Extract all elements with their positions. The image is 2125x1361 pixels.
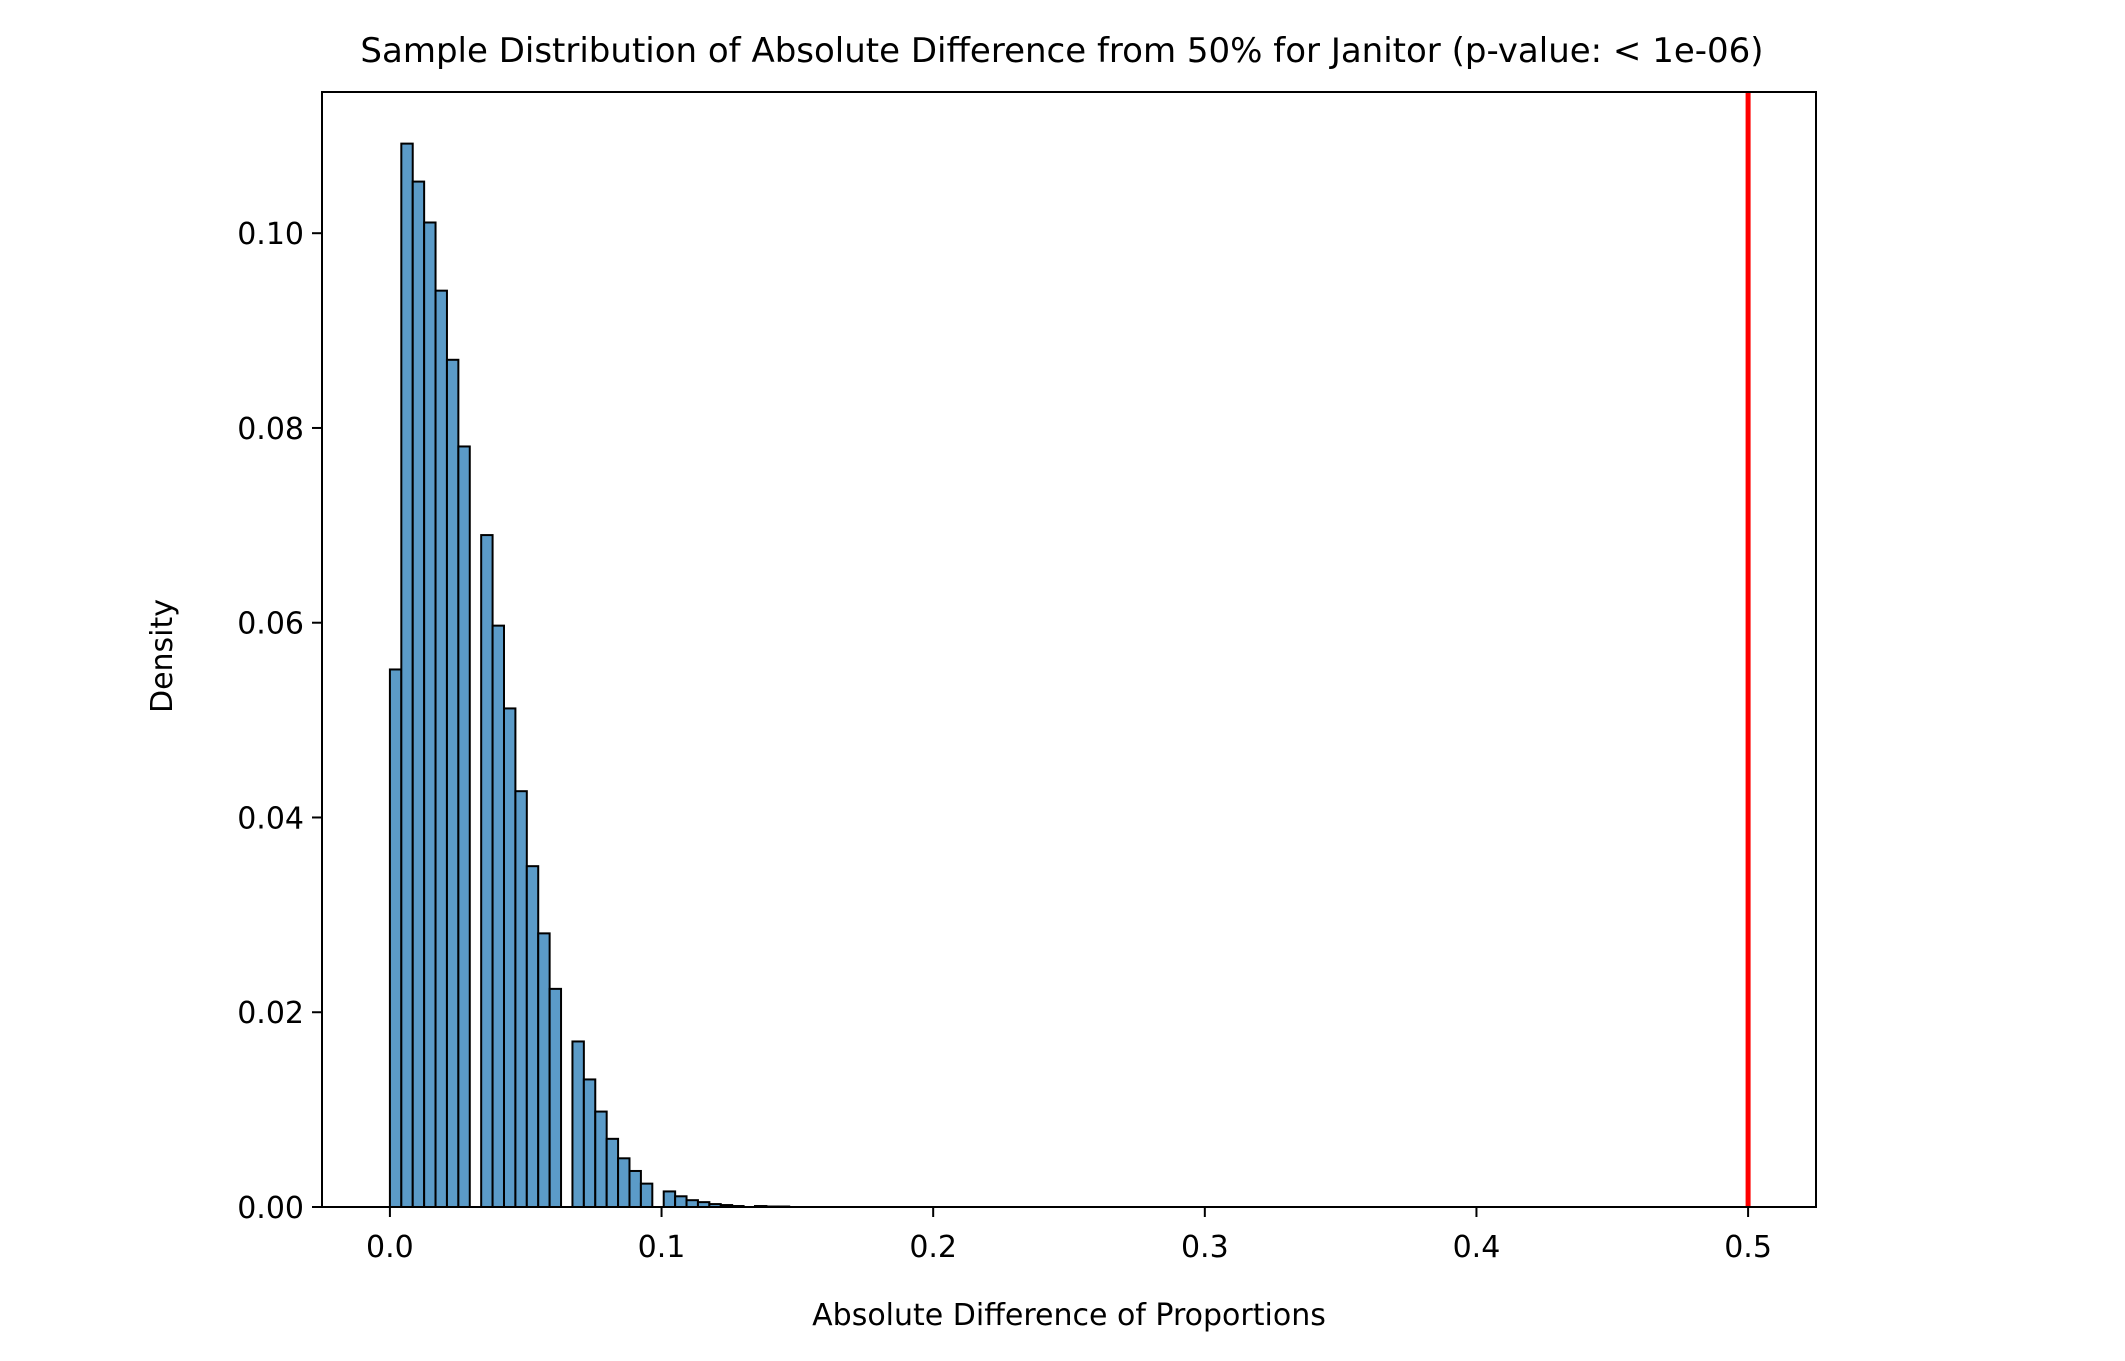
- y-tick-label: 0.00: [237, 1191, 304, 1226]
- y-axis-label: Density: [145, 599, 180, 713]
- histogram-bar: [423, 221, 437, 1209]
- x-tick-label: 0.2: [909, 1230, 957, 1265]
- y-tick-label: 0.06: [237, 607, 304, 642]
- histogram-bar: [571, 1040, 585, 1208]
- x-tick-label: 0.4: [1453, 1230, 1501, 1265]
- x-tick-label: 0.3: [1181, 1230, 1229, 1265]
- histogram-bars: [388, 142, 791, 1209]
- histogram-bar: [674, 1195, 688, 1208]
- y-tick-label: 0.10: [237, 217, 304, 252]
- histogram-bar: [388, 668, 403, 1208]
- histogram-bar: [434, 289, 448, 1208]
- histogram-bar: [582, 1078, 597, 1209]
- histogram-bar: [628, 1169, 642, 1209]
- histogram-bar: [639, 1182, 654, 1208]
- x-axis-label: Absolute Difference of Proportions: [812, 1298, 1326, 1333]
- chart-title: Sample Distribution of Absolute Differen…: [360, 31, 1763, 71]
- histogram-bar: [594, 1110, 608, 1208]
- x-tick-label: 0.5: [1724, 1230, 1772, 1265]
- histogram-bar: [537, 932, 551, 1208]
- x-tick-label: 0.0: [366, 1230, 414, 1265]
- histogram-bar: [445, 358, 460, 1209]
- histogram-bar: [605, 1137, 620, 1209]
- histogram-bar: [662, 1190, 677, 1208]
- histogram-bar: [491, 624, 505, 1208]
- y-tick-label: 0.08: [237, 412, 304, 447]
- y-tick-label: 0.02: [237, 996, 304, 1031]
- histogram-bar: [480, 534, 494, 1208]
- histogram-bar: [502, 707, 517, 1208]
- x-tick-label: 0.1: [638, 1230, 686, 1265]
- histogram-bar: [685, 1199, 699, 1208]
- histogram-bar: [525, 865, 540, 1208]
- histogram-bar: [457, 445, 471, 1208]
- y-tick-label: 0.04: [237, 801, 304, 836]
- plot-frame: [321, 91, 1817, 1208]
- x-axis-ticks: 0.0 0.1 0.2 0.3 0.4 0.5: [366, 1207, 1772, 1265]
- y-axis-ticks: 0.00 0.02 0.04 0.06 0.08 0.10: [237, 217, 322, 1226]
- histogram-bar: [548, 987, 563, 1209]
- histogram-bar: [617, 1157, 631, 1209]
- histogram-bar: [411, 180, 426, 1209]
- histogram-bar: [514, 790, 528, 1208]
- histogram-bar: [400, 142, 414, 1209]
